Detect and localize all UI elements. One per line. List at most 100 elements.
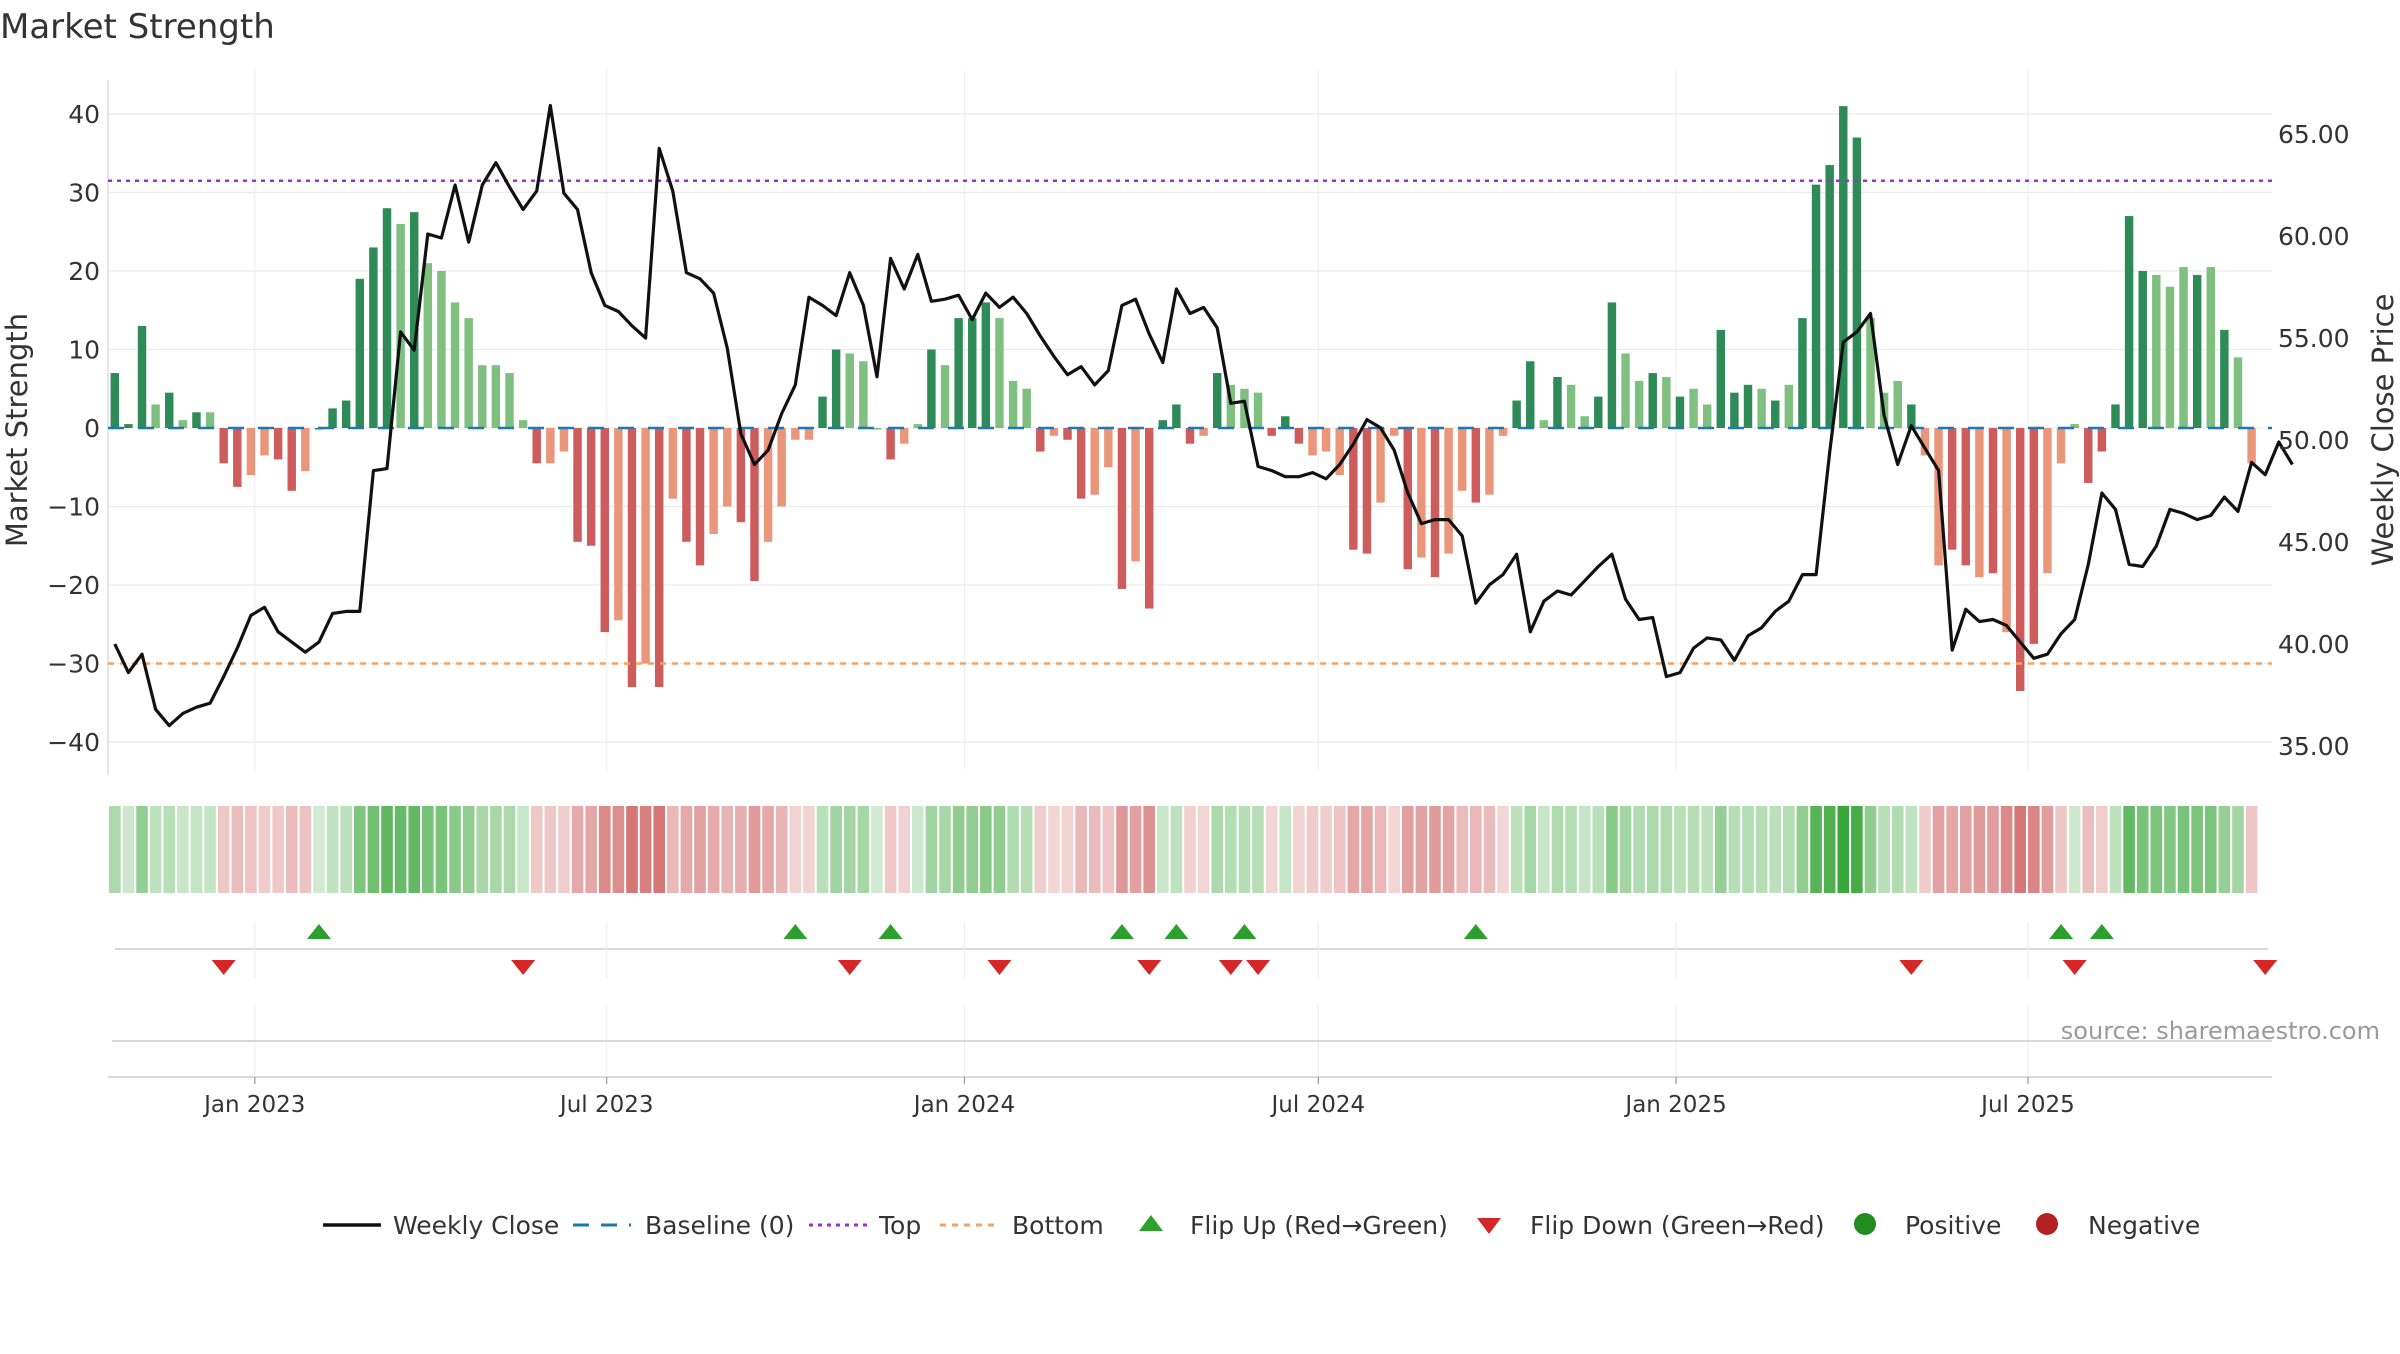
strip-cell: [1470, 806, 1482, 893]
strength-bar: [1716, 329, 1726, 428]
strength-bar: [1825, 165, 1834, 428]
strip-cell: [898, 806, 910, 893]
strength-bar: [1321, 428, 1331, 452]
strength-bar: [2015, 428, 2025, 691]
strip-cell: [1701, 806, 1713, 893]
strength-bar: [2084, 428, 2093, 483]
strength-bar: [1281, 416, 1290, 428]
x-tick-label: Jan 2023: [202, 1092, 305, 1118]
y2-tick-label: 35.00: [2278, 732, 2350, 761]
strength-bar: [954, 318, 963, 428]
y2-tick-label: 50.00: [2278, 426, 2350, 455]
strength-bar: [151, 404, 160, 428]
y-tick-label: −10: [47, 493, 100, 522]
strip-cell: [1129, 806, 1142, 893]
strip-cell: [1919, 806, 1931, 893]
strength-bar: [968, 318, 977, 428]
strip-cell: [422, 806, 434, 893]
strip-cell: [1415, 806, 1428, 893]
strip-cell: [2068, 806, 2081, 893]
strip-cell: [1646, 806, 1659, 893]
strip-cell: [1361, 806, 1373, 893]
strength-bar: [1934, 428, 1943, 566]
strength-bar: [682, 428, 691, 542]
strip-cell: [1238, 806, 1251, 893]
strength-bar: [532, 428, 541, 464]
strip-cell: [1116, 806, 1128, 893]
strip-cell: [1347, 806, 1360, 893]
strength-bar: [1253, 392, 1263, 428]
strip-cell: [136, 806, 148, 893]
strength-bar: [1185, 428, 1195, 444]
strength-bar: [2070, 424, 2079, 428]
lower-panel: [108, 1005, 2272, 1078]
strength-bar: [723, 428, 732, 507]
y-axis-label: Market Strength: [0, 313, 34, 547]
strip-cell: [830, 806, 842, 893]
legend-label: Flip Down (Green→Red): [1530, 1211, 1825, 1240]
legend-label: Flip Up (Red→Green): [1190, 1211, 1448, 1240]
strength-bar: [627, 428, 637, 688]
strip-cell: [857, 806, 870, 893]
strip-cell: [476, 806, 489, 893]
strip-cell: [1823, 806, 1836, 893]
strength-bar: [273, 428, 283, 460]
strip-cell: [2055, 806, 2067, 893]
strength-bar: [1594, 396, 1603, 428]
strip-cell: [911, 806, 924, 893]
legend-label: Weekly Close: [393, 1211, 559, 1240]
strength-bar: [1131, 428, 1140, 562]
strip-cell: [1102, 806, 1115, 893]
strip-cell: [816, 806, 829, 893]
strength-bar: [1621, 353, 1630, 428]
strength-bar: [1961, 428, 1970, 566]
strip-cell: [1851, 806, 1863, 893]
strength-bar: [695, 428, 705, 566]
strip-cell: [1755, 806, 1768, 893]
strength-bar: [246, 428, 256, 476]
flip-down-marker: [837, 960, 862, 975]
strip-cell: [1742, 806, 1754, 893]
strength-bar: [1662, 376, 1671, 428]
strength-bar: [1839, 106, 1848, 429]
strip-cell: [1946, 806, 1958, 893]
legend-label: Baseline (0): [645, 1211, 794, 1240]
strip-cell: [585, 806, 597, 893]
grid-layer: [107, 70, 2272, 775]
strength-bar: [1498, 428, 1508, 436]
strength-bar: [2233, 357, 2243, 428]
y-tick-label: −40: [47, 728, 100, 757]
chart-title: Market Strength: [0, 7, 275, 47]
legend: Weekly Close Baseline (0) Top Bottom Flip Up…: [323, 1211, 2200, 1240]
strip-cell: [2245, 806, 2258, 893]
strength-bar: [1036, 428, 1045, 452]
flip-down-marker: [1137, 960, 1162, 975]
strip-cell: [626, 806, 638, 893]
strength-bar: [1675, 396, 1685, 428]
y-tick-label: 20: [68, 257, 100, 286]
strength-bar: [709, 428, 718, 534]
strip-cell: [381, 806, 393, 893]
strip-cell: [149, 806, 162, 893]
strength-bar: [2111, 404, 2120, 428]
strip-cell: [1007, 806, 1019, 893]
strip-cell: [530, 806, 543, 893]
strength-bar: [1784, 384, 1794, 428]
flip-up-marker: [306, 924, 331, 939]
strip-cell: [667, 806, 679, 893]
legend-swatch-positive: [1854, 1213, 1876, 1235]
strip-cell: [952, 806, 965, 893]
strength-strip: [109, 806, 2258, 893]
strength-bar: [1730, 392, 1739, 428]
strength-bar: [1947, 428, 1957, 550]
strip-cell: [993, 806, 1006, 893]
strength-bar: [886, 428, 895, 460]
strength-bar: [940, 365, 950, 428]
strip-cell: [775, 806, 788, 893]
strength-bar: [818, 396, 827, 428]
strip-cell: [1306, 806, 1319, 893]
strength-bar: [586, 428, 596, 546]
strength-bar: [845, 353, 854, 428]
strength-bar: [450, 302, 460, 428]
strength-bar: [804, 428, 814, 440]
